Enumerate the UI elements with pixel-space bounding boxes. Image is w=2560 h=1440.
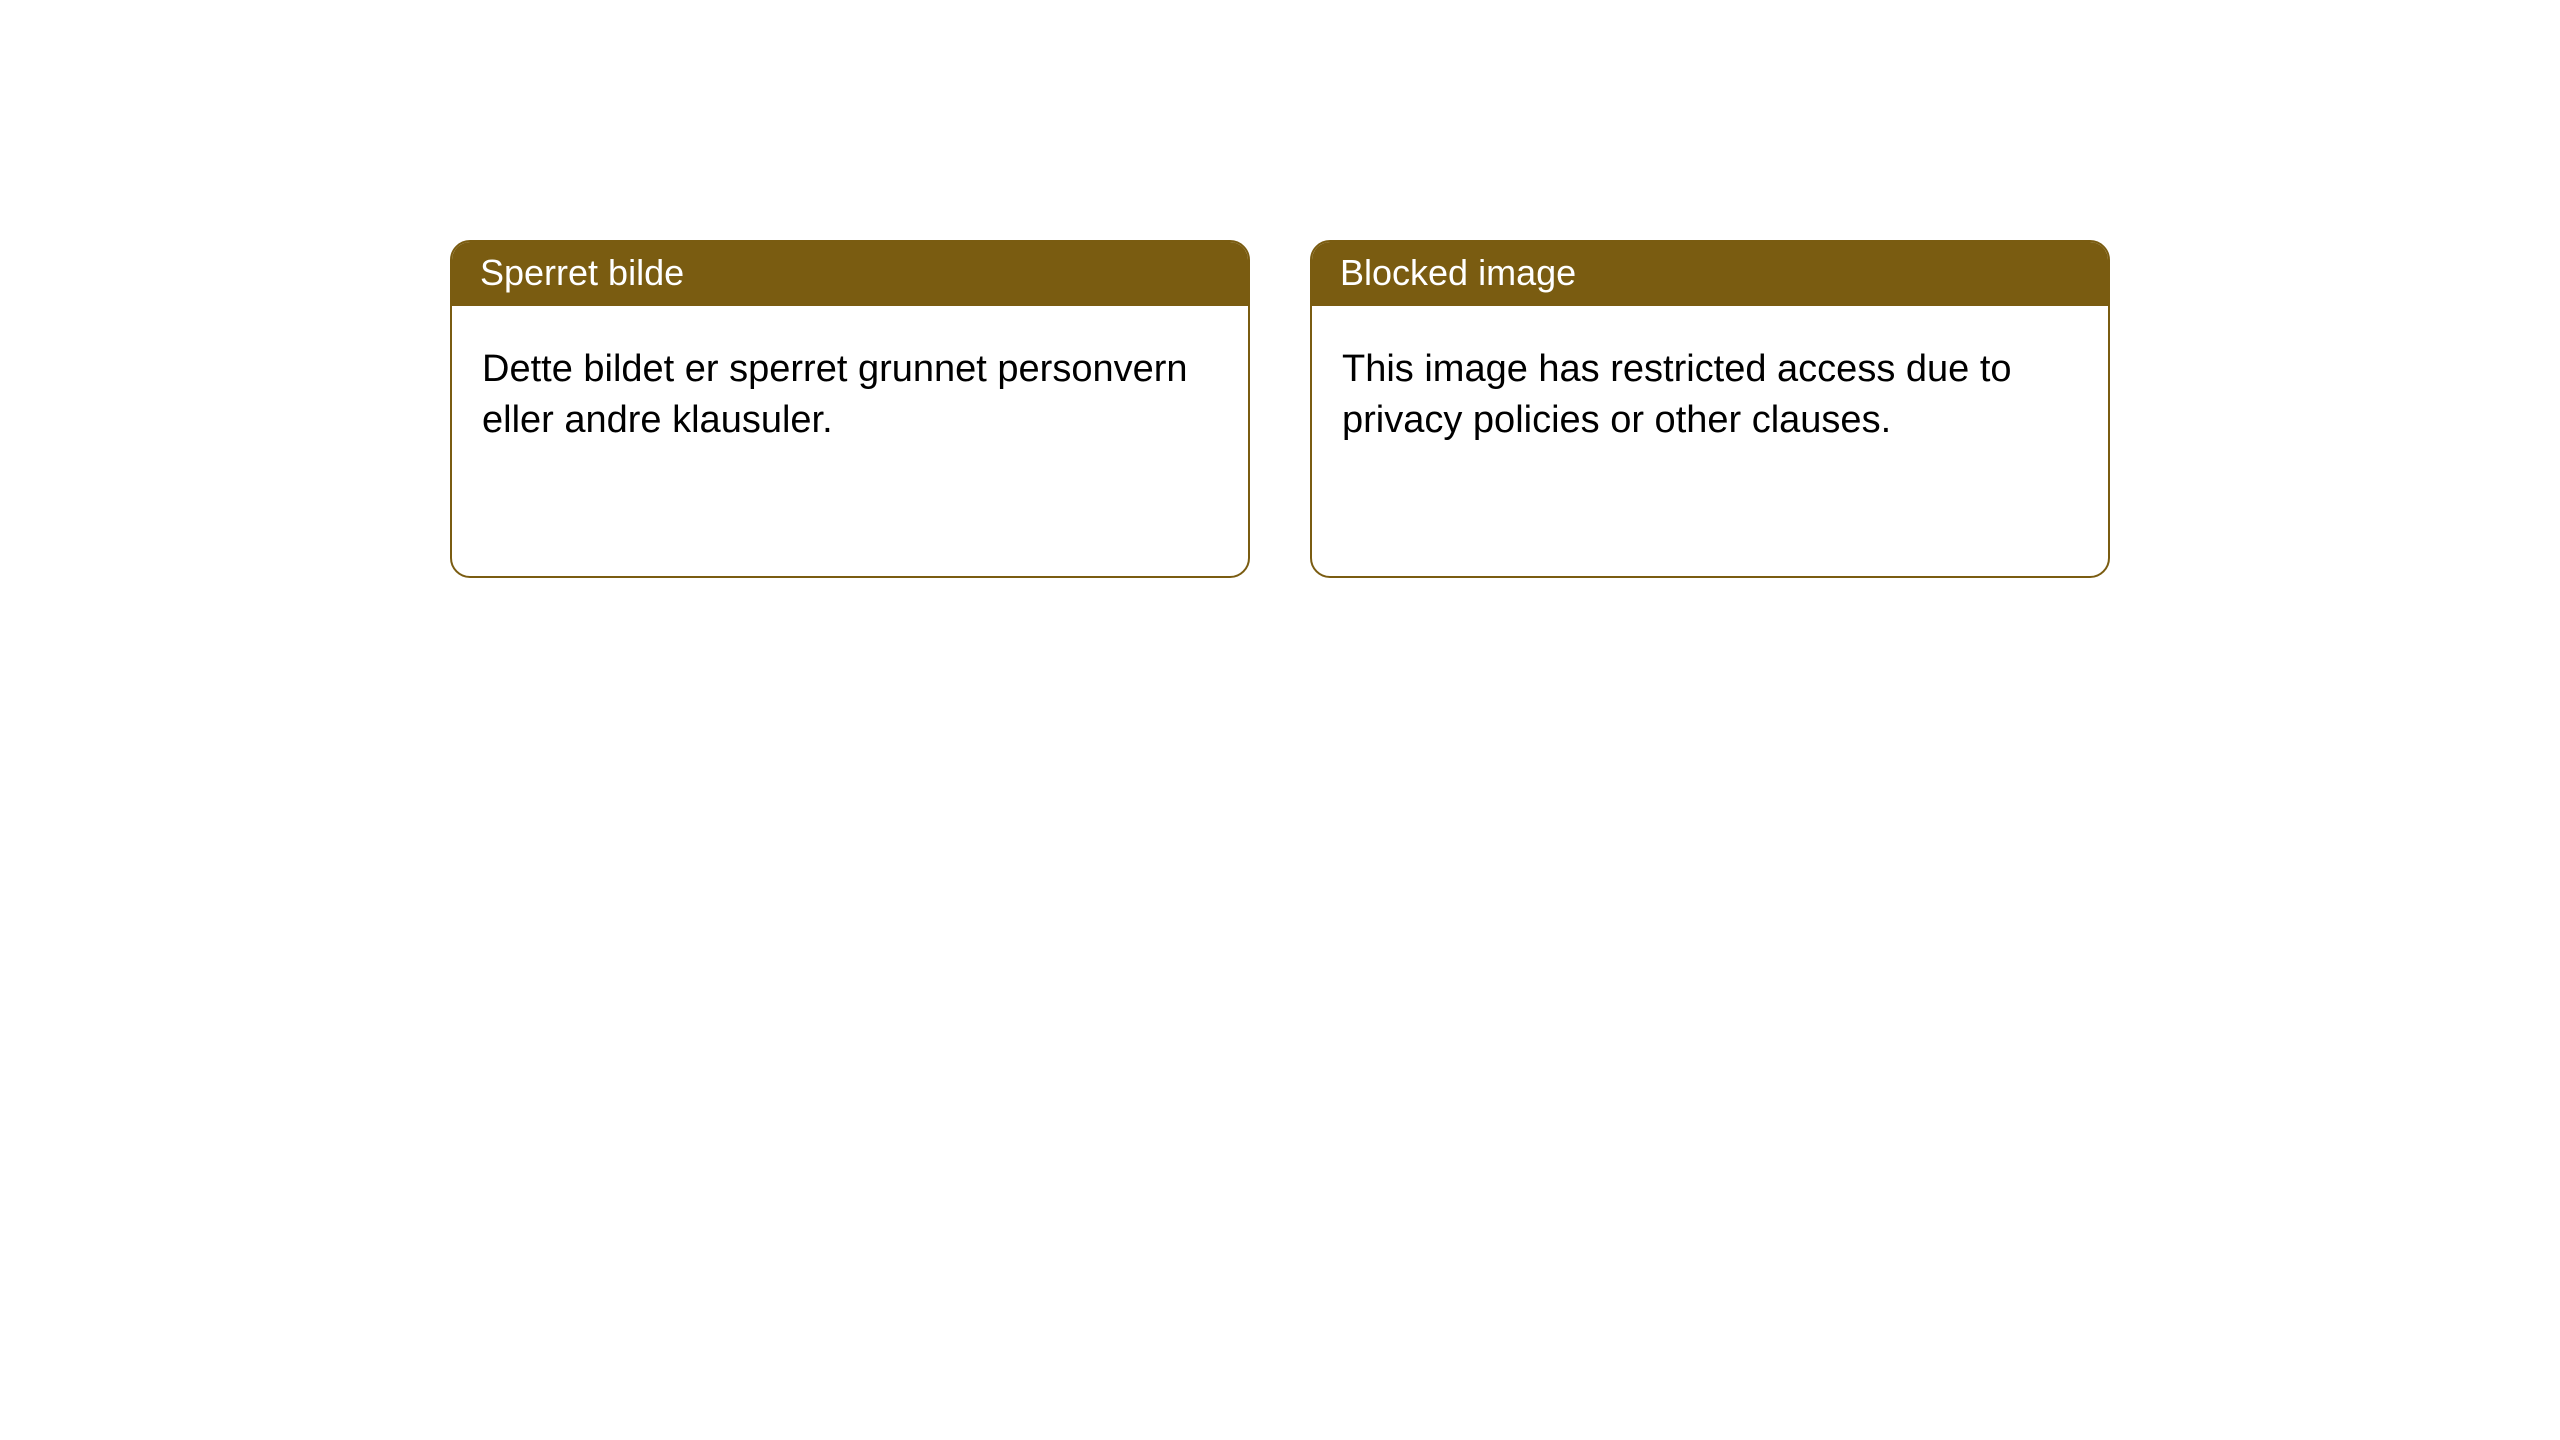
card-body-en: This image has restricted access due to … xyxy=(1312,306,2108,477)
card-header-en: Blocked image xyxy=(1312,242,2108,306)
card-body-text-en: This image has restricted access due to … xyxy=(1342,348,2012,441)
card-title-en: Blocked image xyxy=(1340,252,1576,293)
cards-container: Sperret bilde Dette bildet er sperret gr… xyxy=(0,0,2560,578)
card-title-no: Sperret bilde xyxy=(480,252,684,293)
card-body-text-no: Dette bildet er sperret grunnet personve… xyxy=(482,348,1188,441)
card-body-no: Dette bildet er sperret grunnet personve… xyxy=(452,306,1248,477)
blocked-image-card-no: Sperret bilde Dette bildet er sperret gr… xyxy=(450,240,1250,578)
card-header-no: Sperret bilde xyxy=(452,242,1248,306)
blocked-image-card-en: Blocked image This image has restricted … xyxy=(1310,240,2110,578)
